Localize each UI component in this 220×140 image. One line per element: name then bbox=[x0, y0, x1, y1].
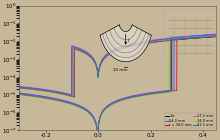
Legend: 1st, 54.0 mm, r = 34.0 mm, 17.2 mm, 34.0 mm, 43.2 mm: 1st, 54.0 mm, r = 34.0 mm, 17.2 mm, 34.0… bbox=[164, 113, 214, 128]
